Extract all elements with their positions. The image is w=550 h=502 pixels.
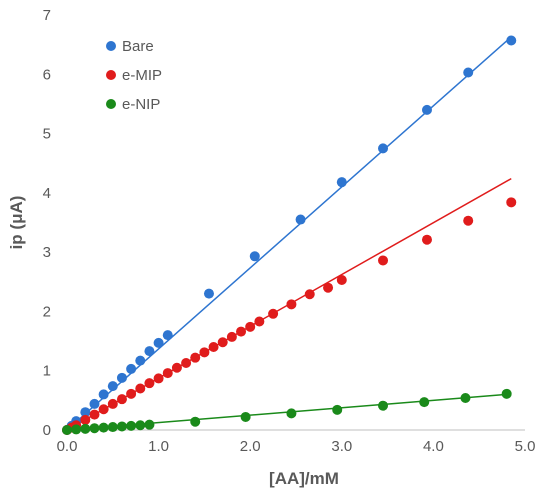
- data-point: [268, 308, 279, 319]
- data-point: [190, 416, 201, 427]
- data-point: [506, 35, 517, 46]
- data-point: [71, 424, 82, 435]
- y-tick-label: 0: [43, 422, 51, 439]
- data-point: [419, 397, 430, 408]
- x-tick-label: 2.0: [240, 438, 261, 455]
- data-point: [116, 421, 127, 432]
- legend-label: e-NIP: [122, 96, 160, 113]
- data-point: [98, 389, 109, 400]
- legend-label: Bare: [122, 38, 154, 55]
- data-point: [135, 383, 146, 394]
- data-point: [98, 422, 109, 433]
- legend-label: e-MIP: [122, 67, 162, 84]
- data-point: [378, 255, 389, 266]
- y-tick-label: 6: [43, 66, 51, 83]
- data-point: [126, 420, 137, 431]
- data-point: [162, 368, 173, 379]
- data-point: [460, 392, 471, 403]
- x-tick-label: 0.0: [57, 438, 78, 455]
- data-point: [463, 67, 474, 78]
- x-tick-labels: 0.0 1.0 2.0 3.0 4.0 5.0: [57, 438, 536, 455]
- data-point: [199, 347, 210, 358]
- x-tick-label: 5.0: [515, 438, 536, 455]
- y-tick-label: 5: [43, 126, 51, 143]
- data-point: [126, 363, 137, 374]
- data-point: [80, 423, 91, 434]
- data-points: [62, 35, 517, 435]
- data-point: [80, 414, 91, 425]
- data-point: [144, 419, 155, 430]
- data-point: [62, 425, 72, 435]
- data-point: [107, 381, 118, 392]
- data-point: [98, 404, 109, 415]
- x-tick-label: 4.0: [423, 438, 444, 455]
- data-point: [153, 373, 164, 384]
- data-point: [240, 411, 251, 422]
- data-point: [116, 394, 127, 405]
- legend-marker: [106, 41, 116, 51]
- data-point: [421, 104, 432, 115]
- data-point: [217, 337, 228, 348]
- data-point: [378, 400, 389, 411]
- legend-marker: [106, 70, 116, 80]
- data-point: [89, 398, 100, 409]
- y-axis-title: ip (μA): [7, 196, 26, 250]
- data-point: [336, 177, 347, 188]
- y-tick-label: 2: [43, 303, 51, 320]
- data-point: [153, 337, 164, 348]
- data-point: [323, 282, 334, 293]
- data-point: [144, 378, 155, 389]
- y-tick-label: 1: [43, 363, 51, 380]
- data-point: [162, 330, 173, 341]
- data-point: [249, 251, 260, 262]
- data-point: [378, 143, 389, 154]
- data-point: [304, 289, 315, 300]
- data-point: [254, 316, 265, 327]
- data-point: [332, 404, 343, 415]
- data-point: [286, 408, 297, 419]
- data-point: [135, 355, 146, 366]
- x-axis-title: [AA]/mM: [269, 469, 339, 488]
- series-e-mip: [62, 197, 517, 435]
- data-point: [336, 275, 347, 286]
- data-point: [135, 420, 146, 431]
- data-point: [295, 214, 306, 225]
- data-point: [144, 346, 155, 357]
- data-point: [506, 197, 517, 208]
- data-point: [421, 234, 432, 245]
- data-point: [245, 321, 256, 332]
- data-point: [501, 388, 512, 399]
- data-point: [126, 388, 137, 399]
- data-point: [236, 326, 247, 337]
- data-point: [107, 398, 118, 409]
- x-tick-label: 1.0: [148, 438, 169, 455]
- y-tick-labels: 0 1 2 3 4 5 6 7: [43, 7, 51, 439]
- data-point: [116, 372, 127, 383]
- data-point: [171, 362, 182, 373]
- data-point: [89, 409, 100, 420]
- y-tick-label: 3: [43, 244, 51, 261]
- legend-marker: [106, 99, 116, 109]
- data-point: [190, 352, 201, 363]
- data-point: [89, 423, 100, 434]
- y-tick-label: 4: [43, 185, 51, 202]
- y-tick-label: 7: [43, 7, 51, 24]
- legend: Bare e-MIP e-NIP: [106, 38, 162, 113]
- data-point: [107, 422, 118, 433]
- data-point: [463, 215, 474, 226]
- data-point: [226, 331, 237, 342]
- data-point: [286, 299, 297, 310]
- data-point: [80, 407, 91, 418]
- data-point: [181, 358, 192, 369]
- data-point: [208, 342, 219, 352]
- x-tick-label: 3.0: [331, 438, 352, 455]
- data-point: [203, 288, 214, 299]
- series-e-nip: [62, 388, 512, 435]
